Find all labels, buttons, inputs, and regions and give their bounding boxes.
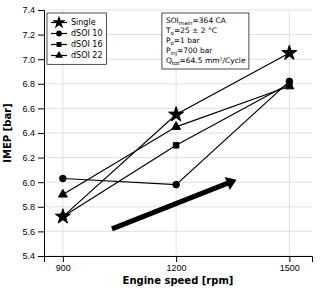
tick-mark [38, 10, 44, 11]
grid-line [44, 83, 312, 84]
point [60, 175, 67, 182]
tick-mark [63, 256, 64, 262]
series-line [63, 86, 289, 194]
tick-mark [38, 158, 44, 159]
tick-label: 1200 [167, 263, 187, 273]
annotation-part: SOI [166, 16, 179, 25]
annotation-part: =1 bar [174, 36, 201, 45]
point [172, 122, 181, 130]
axis-line [45, 257, 313, 263]
legend-label: Single [71, 18, 96, 27]
legend-symbol [55, 51, 63, 58]
tick: 5.4 [22, 251, 44, 261]
tick-mark [289, 256, 290, 262]
plot: 900 1200 1500 5.4 5.6 5.8 6.0 6.2 6.4 6.6 6.8 7.0 7.… [22, 5, 312, 273]
grid [44, 10, 312, 256]
tick-mark [38, 84, 44, 85]
tick: 6.4 [22, 128, 44, 138]
point [173, 181, 180, 188]
grid-line [44, 10, 312, 11]
legend-item: dSOI 16 [51, 40, 103, 49]
tick-label: 7.0 [22, 55, 35, 65]
annotation-part: =700 bar [177, 46, 213, 55]
tick-label: 6.0 [22, 178, 35, 188]
tick: 7.2 [22, 30, 44, 40]
tick-label: 900 [56, 263, 71, 273]
tick-label: 1500 [280, 263, 300, 273]
annotation-part: =364 CA [193, 16, 227, 25]
grid-line [44, 108, 312, 109]
legend-symbol [57, 42, 62, 47]
tick: 1500 [280, 256, 300, 273]
tick-label: 6.4 [22, 128, 35, 138]
series-line [63, 53, 289, 217]
grid-line [44, 133, 312, 134]
series-line [63, 81, 289, 184]
point [173, 143, 178, 148]
legend-item: dSOI 22 [51, 51, 103, 60]
tick-label: 6.6 [22, 104, 35, 114]
grid-line [44, 231, 312, 232]
point [58, 189, 67, 197]
annotation-box [162, 13, 249, 69]
legend-item: Single [51, 15, 96, 28]
point [60, 214, 65, 219]
tick-label: 6.8 [22, 79, 35, 89]
series-line [63, 84, 289, 217]
marks [55, 45, 296, 231]
x-axis-title: Engine speed [rpm] [123, 275, 234, 286]
tick: 6.8 [22, 79, 44, 89]
chart: 900 1200 1500 5.4 5.6 5.8 6.0 6.2 6.4 6.6 6.8 7.0 7.… [0, 0, 324, 290]
tick-mark [38, 207, 44, 208]
legend-label: dSOI 10 [71, 29, 103, 38]
tick: 6.0 [22, 178, 44, 188]
point [169, 107, 184, 121]
tick-mark [38, 256, 44, 257]
tick-label: 7.2 [22, 30, 35, 40]
legend-symbol [56, 31, 62, 37]
tick-mark [38, 182, 44, 183]
annotation-part: =25 ± 2 °C [174, 26, 217, 35]
tick: 6.2 [22, 153, 44, 163]
legend-symbol [52, 15, 65, 28]
tick: 900 [56, 256, 71, 273]
axis-line [38, 11, 45, 257]
tick-label: 6.2 [22, 153, 35, 163]
tick: 1200 [167, 256, 187, 273]
tick-label: 5.8 [22, 202, 35, 212]
tick-mark [38, 108, 44, 109]
point [282, 45, 297, 59]
annotation: SOImain=364 CATo=25 ± 2 °CPo=1 barPinj=7… [162, 13, 249, 69]
legend: Single dSOI 10 dSOI 16 dSOI 22 [47, 13, 107, 64]
tick-label: 5.4 [22, 251, 35, 261]
legend-label: dSOI 16 [71, 40, 103, 49]
tick-mark [176, 256, 177, 262]
legend-label: dSOI 22 [71, 51, 103, 60]
grid-line [44, 206, 312, 207]
tick: 5.8 [22, 202, 44, 212]
legend-box [47, 13, 107, 64]
point [285, 81, 294, 89]
point [55, 209, 70, 223]
arrow [111, 177, 236, 231]
annotation-part: =64.5 mm²/Cycle [180, 56, 246, 65]
grid-line [44, 157, 312, 158]
legend-item: dSOI 10 [51, 29, 103, 38]
tick-mark [38, 133, 44, 134]
tick-mark [38, 59, 44, 60]
tick-mark [38, 231, 44, 232]
tick-mark [38, 35, 44, 36]
tick: 7.4 [22, 5, 44, 15]
x-axis: 900 1200 1500 [45, 256, 313, 273]
y-axis: 5.4 5.6 5.8 6.0 6.2 6.4 6.6 6.8 7.0 7.2 7.4 [22, 5, 44, 261]
annotation-text: SOImain=364 CATo=25 ± 2 °CPo=1 barPinj=7… [165, 16, 246, 66]
tick: 7.0 [22, 55, 44, 65]
tick: 6.6 [22, 104, 44, 114]
tick-label: 7.4 [22, 5, 35, 15]
tick: 5.6 [22, 227, 44, 237]
tick-label: 5.6 [22, 227, 35, 237]
y-axis-title: IMEP [bar] [2, 103, 13, 162]
